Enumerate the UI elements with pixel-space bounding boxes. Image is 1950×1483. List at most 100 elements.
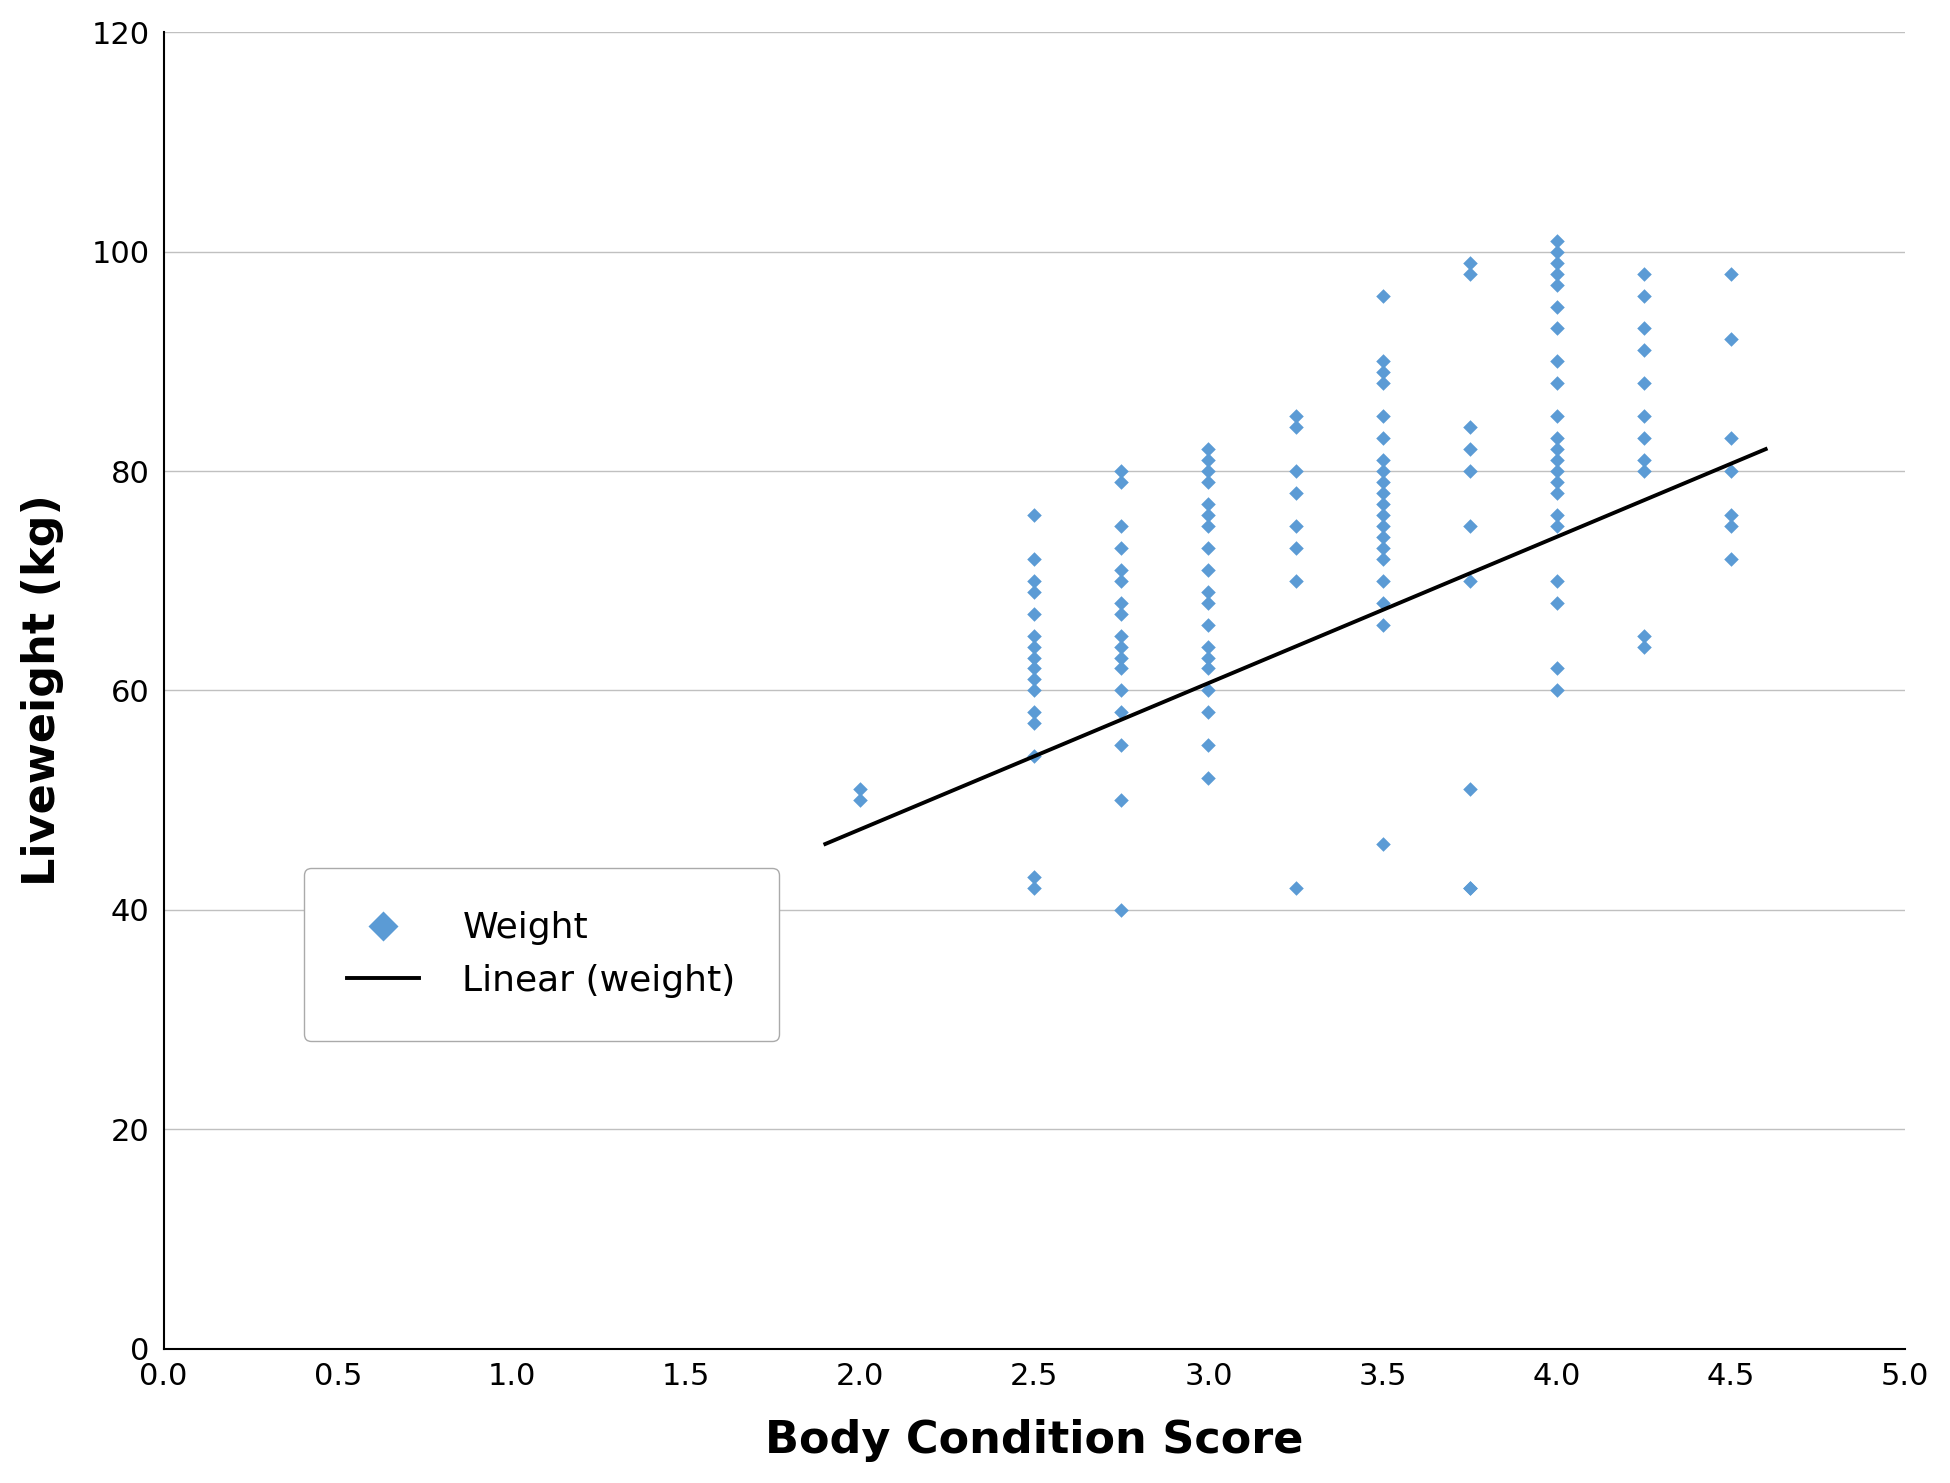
Point bbox=[1193, 492, 1225, 516]
Point bbox=[1193, 590, 1225, 614]
Point bbox=[1367, 503, 1398, 526]
Point bbox=[1106, 657, 1137, 681]
Point bbox=[1106, 515, 1137, 538]
Point bbox=[1367, 371, 1398, 394]
Point bbox=[1628, 338, 1659, 362]
Point bbox=[1367, 480, 1398, 504]
Point bbox=[1018, 744, 1049, 768]
Point bbox=[1367, 426, 1398, 449]
Point bbox=[1018, 635, 1049, 658]
Point bbox=[1367, 612, 1398, 636]
Point bbox=[1279, 405, 1310, 429]
Point bbox=[1540, 503, 1572, 526]
Point bbox=[1716, 426, 1747, 449]
Point bbox=[1106, 645, 1137, 669]
Point bbox=[1628, 316, 1659, 340]
Point bbox=[1628, 426, 1659, 449]
Point bbox=[1018, 569, 1049, 593]
Point bbox=[1367, 350, 1398, 374]
Point bbox=[1193, 460, 1225, 483]
Point bbox=[1018, 624, 1049, 648]
Point bbox=[1628, 371, 1659, 394]
Point bbox=[1018, 547, 1049, 571]
Point bbox=[1540, 590, 1572, 614]
Point bbox=[1540, 350, 1572, 374]
Point bbox=[1367, 460, 1398, 483]
Point bbox=[1716, 515, 1747, 538]
Point bbox=[1367, 448, 1398, 472]
Point bbox=[1455, 876, 1486, 900]
Y-axis label: Liveweight (kg): Liveweight (kg) bbox=[21, 494, 64, 887]
Point bbox=[1455, 251, 1486, 274]
Point bbox=[1193, 734, 1225, 758]
Point bbox=[1106, 624, 1137, 648]
Point bbox=[1279, 415, 1310, 439]
Point bbox=[1540, 295, 1572, 319]
Point bbox=[1018, 580, 1049, 604]
Point bbox=[1106, 679, 1137, 703]
Point bbox=[1018, 667, 1049, 691]
Point bbox=[1367, 832, 1398, 856]
Point bbox=[1018, 700, 1049, 724]
Point bbox=[1628, 460, 1659, 483]
Point bbox=[1193, 515, 1225, 538]
Point bbox=[1540, 657, 1572, 681]
Point bbox=[1193, 767, 1225, 790]
Point bbox=[1106, 897, 1137, 921]
Point bbox=[1106, 590, 1137, 614]
Point bbox=[1540, 437, 1572, 461]
Point bbox=[844, 789, 876, 813]
Point bbox=[1540, 426, 1572, 449]
Point bbox=[1716, 262, 1747, 286]
Point bbox=[1193, 437, 1225, 461]
Point bbox=[1367, 569, 1398, 593]
Point bbox=[1279, 480, 1310, 504]
Point bbox=[1367, 405, 1398, 429]
Point bbox=[1716, 503, 1747, 526]
Point bbox=[1367, 535, 1398, 559]
Point bbox=[1455, 460, 1486, 483]
Point bbox=[1540, 316, 1572, 340]
Point bbox=[1540, 251, 1572, 274]
Point bbox=[1106, 558, 1137, 581]
Point bbox=[1279, 535, 1310, 559]
Point bbox=[1628, 448, 1659, 472]
Point bbox=[1367, 547, 1398, 571]
Point bbox=[1540, 515, 1572, 538]
Point bbox=[1367, 492, 1398, 516]
Point bbox=[1018, 865, 1049, 888]
Point bbox=[1367, 283, 1398, 307]
Point bbox=[1367, 515, 1398, 538]
Point bbox=[1279, 876, 1310, 900]
Point bbox=[1540, 470, 1572, 494]
Point bbox=[1540, 679, 1572, 703]
Point bbox=[1455, 515, 1486, 538]
Point bbox=[1193, 470, 1225, 494]
Point bbox=[1106, 535, 1137, 559]
Point bbox=[1193, 679, 1225, 703]
Point bbox=[1018, 657, 1049, 681]
Point bbox=[1106, 734, 1137, 758]
Point bbox=[1540, 448, 1572, 472]
Point bbox=[1279, 460, 1310, 483]
Point bbox=[1018, 602, 1049, 626]
Point bbox=[1193, 558, 1225, 581]
Point bbox=[1193, 635, 1225, 658]
Legend: Weight, Linear (weight): Weight, Linear (weight) bbox=[304, 868, 780, 1041]
Point bbox=[1716, 460, 1747, 483]
Point bbox=[1540, 262, 1572, 286]
Point bbox=[1540, 371, 1572, 394]
Point bbox=[1540, 228, 1572, 252]
Point bbox=[1540, 405, 1572, 429]
Point bbox=[1279, 569, 1310, 593]
Point bbox=[1455, 262, 1486, 286]
Point bbox=[1455, 876, 1486, 900]
Point bbox=[1367, 590, 1398, 614]
Point bbox=[1193, 657, 1225, 681]
Point bbox=[1540, 460, 1572, 483]
Point bbox=[1628, 262, 1659, 286]
Point bbox=[1628, 624, 1659, 648]
Point bbox=[1367, 525, 1398, 549]
Point bbox=[1455, 415, 1486, 439]
Point bbox=[1106, 789, 1137, 813]
